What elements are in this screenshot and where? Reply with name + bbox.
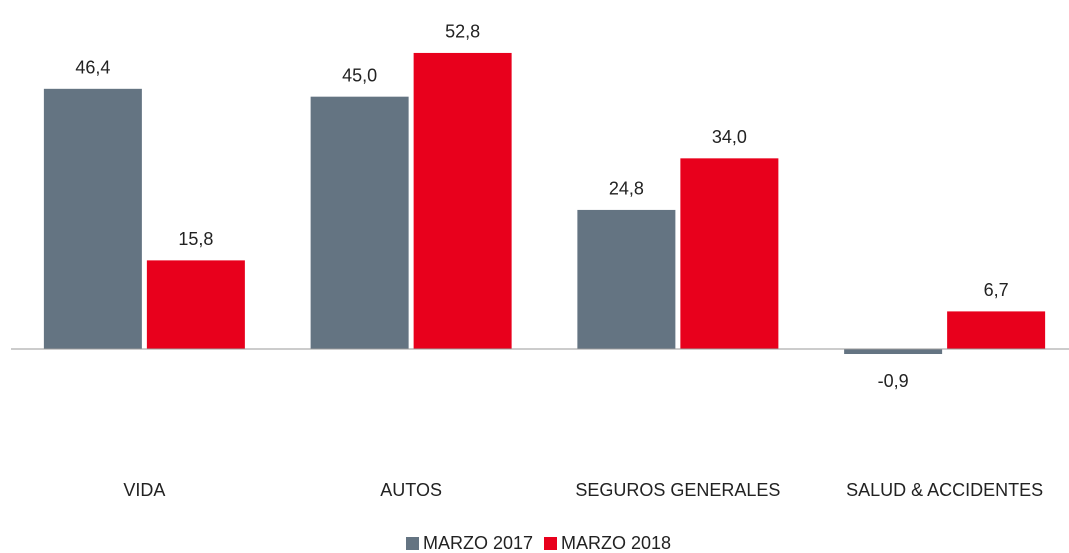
data-label: -0,9 bbox=[878, 371, 909, 391]
legend-label: MARZO 2017 bbox=[423, 533, 533, 553]
bar bbox=[146, 260, 245, 349]
data-label: 15,8 bbox=[178, 229, 213, 249]
data-label: 45,0 bbox=[342, 65, 377, 85]
legend-swatch bbox=[544, 537, 557, 550]
x-tick-label: AUTOS bbox=[380, 480, 442, 500]
x-tick-label: SEGUROS GENERALES bbox=[575, 480, 780, 500]
legend-label: MARZO 2018 bbox=[561, 533, 671, 553]
bar bbox=[43, 88, 142, 349]
bar bbox=[844, 348, 943, 355]
legend-swatch bbox=[406, 537, 419, 550]
data-label: 46,4 bbox=[75, 58, 110, 78]
x-tick-label: VIDA bbox=[123, 480, 165, 500]
bar bbox=[947, 311, 1046, 349]
x-tick-label: SALUD & ACCIDENTES bbox=[846, 480, 1043, 500]
data-label: 52,8 bbox=[445, 22, 480, 42]
bar bbox=[413, 52, 512, 349]
data-label: 24,8 bbox=[609, 179, 644, 199]
data-label: 6,7 bbox=[984, 280, 1009, 300]
bar bbox=[680, 158, 779, 349]
bar bbox=[310, 96, 409, 349]
data-label: 34,0 bbox=[712, 127, 747, 147]
bar bbox=[577, 209, 676, 349]
